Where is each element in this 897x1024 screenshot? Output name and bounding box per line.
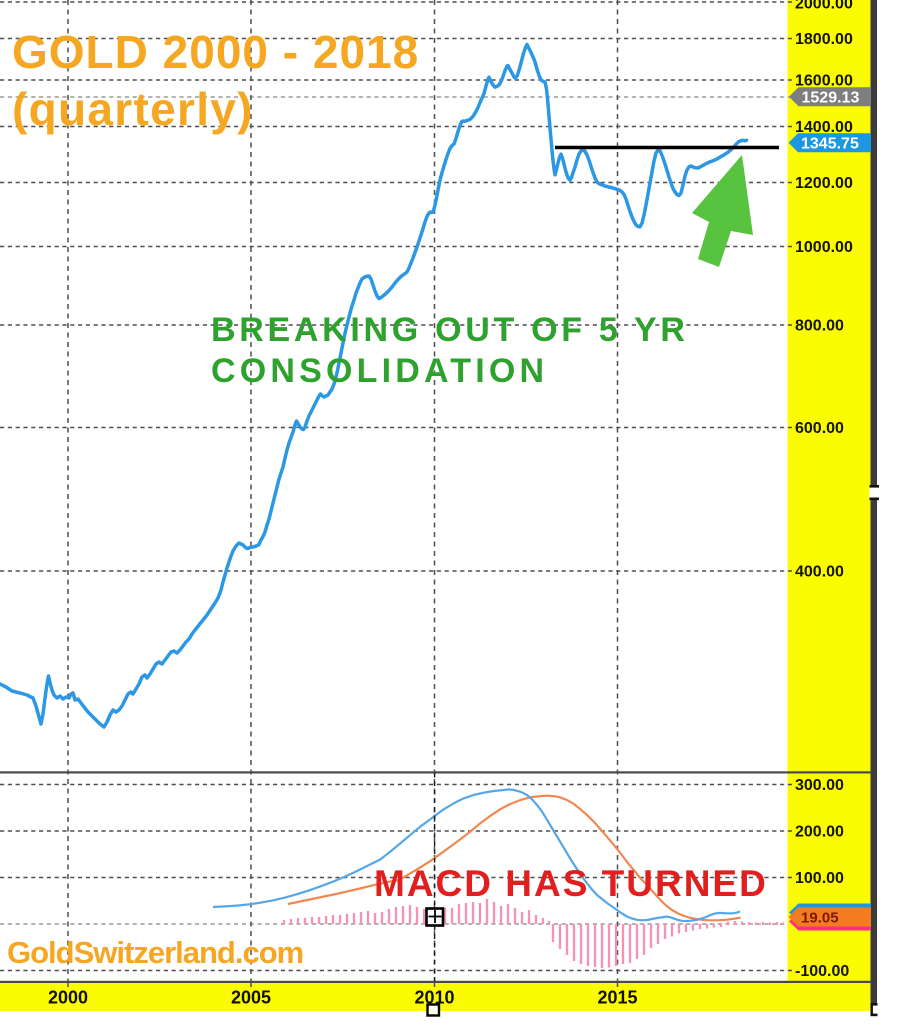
svg-text:400.00: 400.00 xyxy=(795,564,844,581)
svg-text:1345.75: 1345.75 xyxy=(801,135,859,152)
svg-text:1000.00: 1000.00 xyxy=(795,239,853,256)
svg-text:600.00: 600.00 xyxy=(795,420,844,437)
svg-text:2000: 2000 xyxy=(48,988,88,1008)
svg-text:(quarterly): (quarterly) xyxy=(12,83,254,135)
svg-text:1600.00: 1600.00 xyxy=(795,73,853,90)
svg-text:GoldSwitzerland.com: GoldSwitzerland.com xyxy=(7,935,303,970)
svg-text:1200.00: 1200.00 xyxy=(795,175,853,192)
svg-text:2010: 2010 xyxy=(414,988,454,1008)
svg-text:19.05: 19.05 xyxy=(801,910,839,927)
svg-text:MACD HAS TURNED: MACD HAS TURNED xyxy=(374,863,768,904)
svg-text:BREAKING OUT OF 5 YR: BREAKING OUT OF 5 YR xyxy=(211,311,689,349)
svg-text:-100.00: -100.00 xyxy=(795,963,849,980)
svg-text:200.00: 200.00 xyxy=(795,824,844,841)
svg-text:1800.00: 1800.00 xyxy=(795,31,853,48)
svg-text:800.00: 800.00 xyxy=(795,318,844,335)
svg-text:1400.00: 1400.00 xyxy=(795,119,853,136)
svg-text:GOLD 2000 - 2018: GOLD 2000 - 2018 xyxy=(12,26,419,78)
svg-text:CONSOLIDATION: CONSOLIDATION xyxy=(211,352,548,390)
svg-text:1529.13: 1529.13 xyxy=(802,89,860,106)
svg-text:2005: 2005 xyxy=(231,988,271,1008)
svg-text:300.00: 300.00 xyxy=(795,777,844,794)
svg-text:2015: 2015 xyxy=(597,988,637,1008)
svg-text:100.00: 100.00 xyxy=(795,870,844,887)
svg-text:2000.00: 2000.00 xyxy=(795,0,853,13)
